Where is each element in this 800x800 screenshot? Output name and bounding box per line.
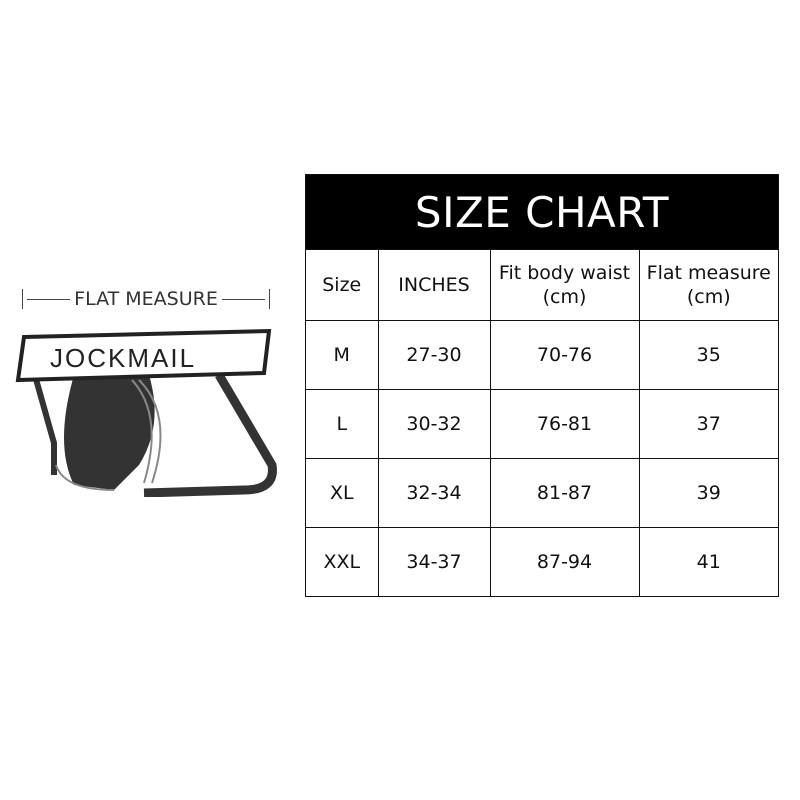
- table-cell: 34-37: [377, 527, 491, 596]
- brand-logo: JOCKMAIL: [50, 343, 196, 373]
- jockstrap-illustration-icon: JOCKMAIL: [15, 328, 277, 497]
- column-header: Flat measure (cm): [638, 249, 778, 321]
- table-cell: 81-87: [489, 458, 640, 528]
- table-cell: 41: [638, 527, 778, 596]
- table-cell: 37: [638, 389, 778, 459]
- table-cell: 39: [638, 458, 778, 528]
- table-cell: 35: [638, 320, 778, 390]
- table-cell: 30-32: [377, 389, 491, 459]
- table-row: L 30-32 76-81 37: [306, 389, 778, 459]
- measure-bracket-right: [269, 289, 270, 309]
- size-chart-table: SIZE CHART Size INCHES Fit body waist (cm)…: [305, 174, 779, 597]
- measure-bracket-left: [22, 289, 23, 309]
- flat-measure-indicator: FLAT MEASURE: [22, 286, 270, 312]
- column-header: Size: [306, 249, 379, 321]
- flat-measure-label: FLAT MEASURE: [74, 288, 218, 310]
- size-chart-title: SIZE CHART: [306, 175, 778, 249]
- table-cell: 87-94: [489, 527, 640, 596]
- table-row: M 27-30 70-76 35: [306, 320, 778, 390]
- table-cell: 27-30: [377, 320, 491, 390]
- column-header: Fit body waist (cm): [489, 249, 640, 321]
- table-cell: XL: [306, 458, 379, 528]
- table-cell: 32-34: [377, 458, 491, 528]
- table-row: XL 32-34 81-87 39: [306, 458, 778, 528]
- table-cell: 76-81: [489, 389, 640, 459]
- table-cell: 70-76: [489, 320, 640, 390]
- measure-line-left: [27, 298, 71, 300]
- column-header: INCHES: [377, 249, 491, 321]
- table-cell: XXL: [306, 527, 379, 596]
- table-cell: L: [306, 389, 379, 459]
- table-row: XXL 34-37 87-94 41: [306, 527, 778, 596]
- header-row: Size INCHES Fit body waist (cm) Flat measur…: [306, 249, 778, 321]
- measure-line-right: [221, 298, 265, 300]
- table-cell: M: [306, 320, 379, 390]
